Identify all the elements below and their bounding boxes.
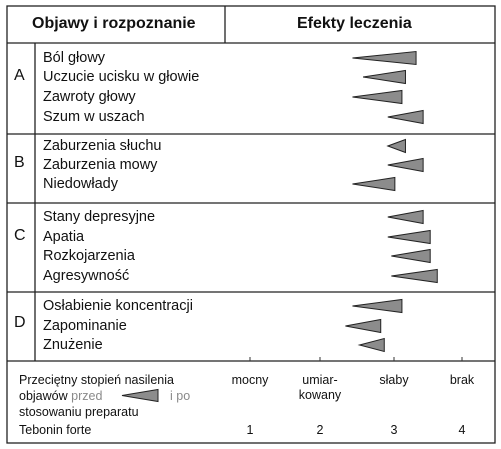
effect-triangle — [391, 248, 431, 264]
effect-triangle — [352, 298, 403, 314]
scale-number: 4 — [458, 423, 466, 437]
symptom-label: Rozkojarzenia — [43, 248, 135, 264]
effect-triangle — [352, 50, 417, 66]
legend-line-1: Przeciętny stopień nasilenia — [19, 373, 174, 387]
legend-przed: przed — [71, 389, 103, 403]
scale-label: kowany — [298, 388, 342, 402]
effect-triangle — [352, 89, 403, 105]
scale-label: brak — [449, 373, 475, 387]
effect-triangle — [387, 109, 424, 125]
group-letter: D — [14, 314, 26, 331]
effect-triangle — [362, 69, 406, 85]
legend-objawow: objawów — [19, 389, 68, 403]
symptom-label: Ból głowy — [43, 50, 106, 66]
group-letter: A — [14, 67, 25, 84]
symptom-label: Agresywność — [43, 268, 130, 284]
effect-triangle — [387, 157, 424, 173]
header-effects: Efekty leczenia — [297, 15, 412, 32]
effect-triangle — [357, 337, 385, 353]
symptom-label: Stany depresyjne — [43, 209, 156, 225]
legend-line-3: stosowaniu preparatu — [19, 405, 139, 419]
legend-line-2: objawów przed — [19, 390, 102, 403]
symptom-label: Szum w uszach — [43, 109, 145, 125]
legend-line-4: Tebonin forte — [19, 423, 92, 437]
symptom-label: Zaburzenia słuchu — [43, 138, 162, 154]
symptom-label: Znużenie — [43, 337, 103, 353]
effect-triangle — [387, 209, 424, 225]
scale-number: 3 — [390, 423, 398, 437]
scale-label: mocny — [231, 373, 269, 387]
effect-triangle — [391, 268, 438, 284]
symptom-label: Zaburzenia mowy — [43, 157, 158, 173]
legend-triangle — [121, 388, 159, 403]
scale-number: 1 — [246, 423, 254, 437]
effect-triangle — [345, 318, 382, 334]
effect-triangle — [352, 176, 396, 192]
effect-triangle — [387, 229, 431, 245]
scale-label: słaby — [379, 373, 409, 387]
symptom-label: Zawroty głowy — [43, 89, 136, 105]
symptom-label: Osłabienie koncentracji — [43, 298, 193, 314]
scale-label: umiar- — [302, 373, 338, 387]
symptom-label: Zapominanie — [43, 318, 127, 334]
legend-i-po: i po — [170, 389, 191, 403]
group-letter: C — [14, 227, 26, 244]
symptom-label: Apatia — [43, 229, 85, 245]
group-letter: B — [14, 154, 25, 171]
effect-triangle — [386, 138, 406, 154]
header-symptoms: Objawy i rozpoznanie — [32, 15, 196, 32]
symptom-label: Niedowłady — [43, 176, 118, 192]
symptom-label: Uczucie ucisku w głowie — [43, 69, 200, 85]
scale-number: 2 — [316, 423, 324, 437]
